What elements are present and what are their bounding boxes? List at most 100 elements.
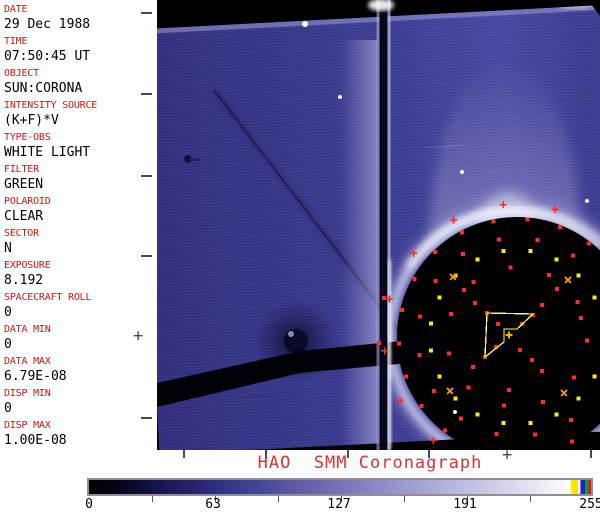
metadata-label: INTENSITY SOURCE (4, 100, 98, 111)
fiducial-dot (569, 439, 574, 444)
metadata-field: OBJECT SUN:CORONA (0, 67, 157, 99)
fiducial-dot (496, 237, 501, 242)
fiducial-dot (432, 250, 437, 255)
metadata-field: EXPOSURE 8.192 (0, 259, 157, 291)
fiducial-plus (396, 396, 404, 404)
overlay-center-plus (505, 331, 513, 339)
metadata-panel: DATE 29 Dec 1988 TIME 07:50:45 UT OBJECT SUN:… (0, 0, 157, 512)
prominence-outline (484, 312, 535, 359)
sun-center-marker: + (133, 326, 144, 346)
feature-dot (496, 322, 500, 326)
star (302, 21, 308, 27)
frame-corner-wedge (588, 0, 600, 16)
colorbar-tick-label: 191 (453, 497, 477, 512)
fiducial-dot (592, 295, 597, 300)
feature-dot (382, 296, 386, 300)
metadata-label: DATE (4, 4, 28, 15)
feature-dot (540, 369, 544, 373)
fiducial-dot (431, 388, 436, 393)
fiducial-dot (576, 273, 581, 278)
fiducial-dot (571, 253, 576, 258)
metadata-field: FILTER GREEN (0, 163, 157, 195)
fiducial-dot (400, 308, 405, 313)
fiducial-dot (554, 257, 559, 262)
fiducial-dot (501, 249, 506, 254)
fiducial-dot (442, 428, 447, 433)
fiducial-dot (419, 404, 424, 409)
fiducial-dot (525, 217, 530, 222)
axis-tick (265, 450, 267, 458)
colorbar-tick-label: 255 (579, 497, 600, 512)
fiducial-dot (554, 412, 559, 417)
occulter-arm-bar (157, 337, 442, 407)
metadata-field: DATA MIN 0 (0, 323, 157, 355)
metadata-label: TIME (4, 36, 28, 47)
metadata-label: DISP MIN (4, 388, 51, 399)
fiducial-dot (471, 279, 476, 284)
metadata-label: SECTOR (4, 228, 39, 239)
fiducial-dot (475, 257, 480, 262)
colorbar-tick (403, 496, 405, 502)
axis-tick (428, 450, 430, 458)
axis-tick (141, 417, 152, 419)
fiducial-dot (429, 321, 434, 326)
fiducial-dot (568, 418, 573, 423)
fiducial-overlay (377, 201, 597, 444)
feature-dot (579, 316, 583, 320)
metadata-value: 1.00E-08 (4, 433, 67, 448)
feature-dot (530, 358, 534, 362)
fiducial-dot (533, 432, 538, 437)
axis-tick (141, 12, 152, 14)
metadata-field: TIME 07:50:45 UT (0, 35, 157, 67)
fiducial-dot (466, 385, 471, 390)
feature-dot (473, 301, 477, 305)
metadata-value: 6.79E-08 (4, 369, 67, 384)
metadata-field: INTENSITY SOURCE (K+F)*V (0, 99, 157, 131)
metadata-label: POLAROID (4, 196, 51, 207)
metadata-field: SECTOR N (0, 227, 157, 259)
metadata-value: 0 (4, 337, 12, 352)
axis-tick (183, 450, 185, 458)
metadata-value: CLEAR (4, 209, 44, 224)
metadata-value: GREEN (4, 177, 44, 192)
colorbar-tick (340, 496, 342, 502)
fiducial-plus (385, 295, 393, 303)
colorbar-tick-label: 63 (205, 497, 221, 512)
feature-dot (540, 303, 544, 307)
feature-dot (507, 388, 511, 392)
metadata-value: 29 Dec 1988 (4, 17, 91, 32)
fiducial-dot (448, 312, 453, 317)
fiducial-dot (460, 230, 465, 235)
fiducial-dot (458, 416, 463, 421)
metadata-label: FILTER (4, 164, 39, 175)
fiducial-plus (381, 347, 389, 355)
frame-top-edge (157, 5, 600, 35)
metadata-label: EXPOSURE (4, 260, 51, 271)
metadata-label: OBJECT (4, 68, 39, 79)
feature-dot (531, 313, 535, 317)
fiducial-dot (429, 348, 434, 353)
coronagraph-image (157, 0, 600, 450)
metadata-value: 07:50:45 UT (4, 49, 91, 64)
lens-blob (284, 329, 308, 353)
feature-dot (555, 287, 559, 291)
fiducial-dot (575, 300, 580, 304)
feature-dot (518, 348, 522, 352)
star (585, 199, 589, 203)
metadata-field: DISP MIN 0 (0, 387, 157, 419)
feature-dot (494, 345, 498, 349)
metadata-label: DATA MAX (4, 356, 51, 367)
sun-center-marker: + (502, 445, 513, 465)
fiducial-plus (499, 201, 507, 209)
fiducial-dot (528, 249, 533, 254)
metadata-value: N (4, 241, 12, 256)
fiducial-dot (397, 341, 402, 346)
fiducial-dot (547, 272, 552, 277)
fiducial-dot (587, 241, 592, 246)
fiducial-dot (541, 399, 546, 404)
colorbar-tick (466, 496, 468, 502)
star (338, 95, 342, 99)
fiducial-dot (572, 375, 577, 380)
fiducial-dot (453, 396, 458, 401)
image-canvas (157, 0, 600, 450)
